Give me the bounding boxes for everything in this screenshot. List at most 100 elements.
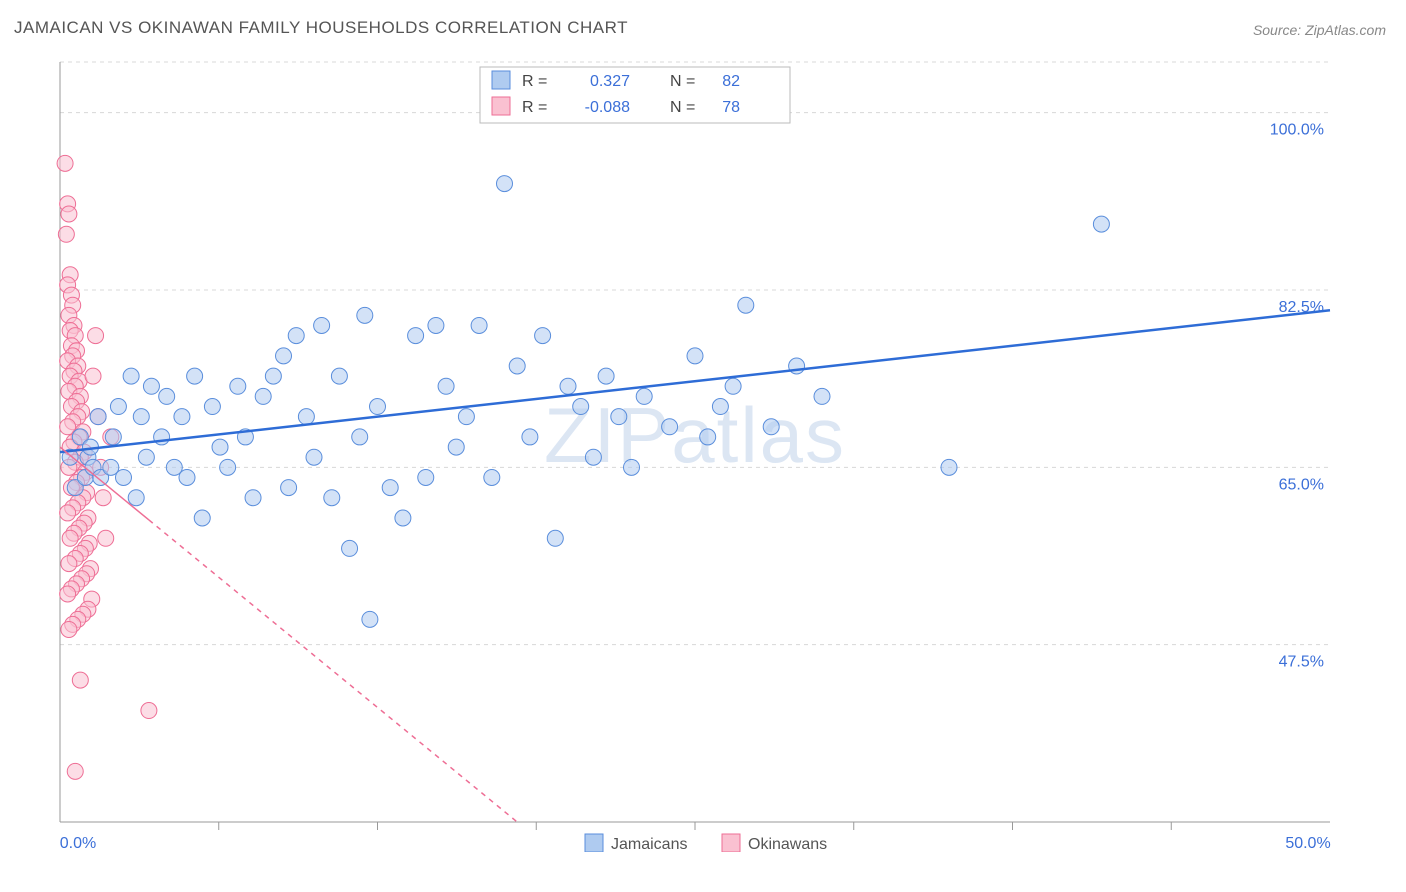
scatter-point-blue [187, 368, 203, 384]
scatter-point-blue [458, 409, 474, 425]
scatter-point-blue [281, 480, 297, 496]
scatter-point-blue [357, 307, 373, 323]
scatter-point-pink [58, 226, 74, 242]
stats-n-value: 82 [722, 73, 740, 90]
scatter-point-blue [471, 317, 487, 333]
legend-label: Okinawans [748, 836, 827, 852]
scatter-point-blue [331, 368, 347, 384]
scatter-point-blue [123, 368, 139, 384]
scatter-point-blue [428, 317, 444, 333]
scatter-point-blue [941, 459, 957, 475]
scatter-point-pink [57, 155, 73, 171]
scatter-point-blue [725, 378, 741, 394]
scatter-point-blue [174, 409, 190, 425]
scatter-point-blue [763, 419, 779, 435]
scatter-point-blue [738, 297, 754, 313]
scatter-point-blue [418, 469, 434, 485]
scatter-point-blue [814, 388, 830, 404]
scatter-point-blue [382, 480, 398, 496]
stats-n-value: 78 [722, 99, 740, 116]
source-label: Source: ZipAtlas.com [1253, 22, 1386, 38]
scatter-point-blue [352, 429, 368, 445]
scatter-point-pink [88, 328, 104, 344]
scatter-point-blue [143, 378, 159, 394]
scatter-point-blue [245, 490, 261, 506]
scatter-point-blue [1093, 216, 1109, 232]
chart-title: JAMAICAN VS OKINAWAN FAMILY HOUSEHOLDS C… [14, 18, 628, 38]
scatter-point-blue [314, 317, 330, 333]
scatter-point-pink [72, 672, 88, 688]
scatter-point-blue [547, 530, 563, 546]
stats-swatch [492, 97, 510, 115]
legend-swatch [585, 834, 603, 852]
scatter-point-blue [636, 388, 652, 404]
scatter-point-blue [255, 388, 271, 404]
y-tick-label: 100.0% [1270, 122, 1324, 139]
scatter-point-blue [288, 328, 304, 344]
watermark: ZIPatlas [544, 391, 846, 479]
scatter-point-blue [204, 399, 220, 415]
stats-r-label: R = [522, 99, 547, 116]
scatter-point-blue [265, 368, 281, 384]
scatter-point-blue [700, 429, 716, 445]
scatter-point-pink [60, 505, 76, 521]
scatter-point-blue [179, 469, 195, 485]
scatter-point-blue [194, 510, 210, 526]
scatter-point-blue [133, 409, 149, 425]
x-tick-label: 0.0% [60, 835, 96, 852]
chart-container: JAMAICAN VS OKINAWAN FAMILY HOUSEHOLDS C… [0, 0, 1406, 892]
scatter-point-blue [624, 459, 640, 475]
chart-svg: 47.5%65.0%82.5%100.0%0.0%50.0%ZIPatlasR … [40, 52, 1390, 852]
scatter-point-blue [362, 611, 378, 627]
scatter-point-pink [141, 703, 157, 719]
scatter-point-blue [159, 388, 175, 404]
chart-plot: 47.5%65.0%82.5%100.0%0.0%50.0%ZIPatlasR … [40, 52, 1390, 852]
scatter-point-pink [98, 530, 114, 546]
scatter-point-blue [230, 378, 246, 394]
scatter-point-blue [560, 378, 576, 394]
scatter-point-blue [408, 328, 424, 344]
legend-swatch [722, 834, 740, 852]
scatter-point-blue [116, 469, 132, 485]
scatter-point-blue [324, 490, 340, 506]
scatter-point-blue [370, 399, 386, 415]
stats-r-value: 0.327 [590, 73, 630, 90]
y-tick-label: 65.0% [1279, 476, 1324, 493]
scatter-point-blue [573, 399, 589, 415]
scatter-point-blue [535, 328, 551, 344]
scatter-point-pink [85, 368, 101, 384]
scatter-point-blue [585, 449, 601, 465]
scatter-point-pink [60, 586, 76, 602]
scatter-point-pink [61, 206, 77, 222]
stats-n-label: N = [670, 73, 695, 90]
stats-r-label: R = [522, 73, 547, 90]
scatter-point-blue [522, 429, 538, 445]
scatter-point-blue [138, 449, 154, 465]
scatter-point-blue [395, 510, 411, 526]
scatter-point-pink [62, 530, 78, 546]
scatter-point-blue [342, 540, 358, 556]
scatter-point-blue [90, 409, 106, 425]
scatter-point-blue [712, 399, 728, 415]
scatter-point-pink [67, 763, 83, 779]
y-tick-label: 47.5% [1279, 654, 1324, 671]
scatter-point-blue [687, 348, 703, 364]
scatter-point-blue [220, 459, 236, 475]
scatter-point-blue [110, 399, 126, 415]
stats-r-value: -0.088 [585, 99, 630, 116]
scatter-point-blue [448, 439, 464, 455]
scatter-point-blue [438, 378, 454, 394]
scatter-point-pink [61, 621, 77, 637]
stats-n-label: N = [670, 99, 695, 116]
stats-swatch [492, 71, 510, 89]
scatter-point-blue [598, 368, 614, 384]
scatter-point-blue [662, 419, 678, 435]
scatter-point-blue [128, 490, 144, 506]
scatter-point-blue [298, 409, 314, 425]
x-tick-label: 50.0% [1285, 835, 1330, 852]
scatter-point-pink [61, 556, 77, 572]
scatter-point-blue [611, 409, 627, 425]
scatter-point-blue [212, 439, 228, 455]
scatter-point-pink [95, 490, 111, 506]
scatter-point-blue [484, 469, 500, 485]
